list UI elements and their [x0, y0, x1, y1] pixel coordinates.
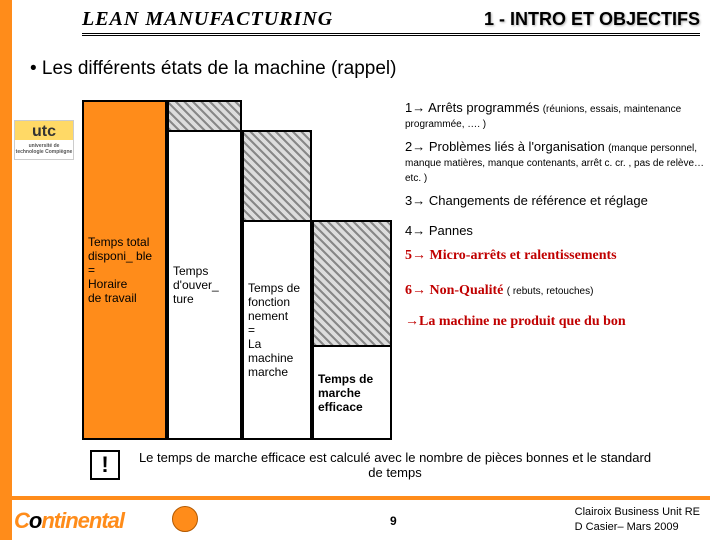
footer-line: [12, 496, 710, 500]
continental-logo: Continental: [14, 508, 124, 534]
hatch-1: [167, 100, 242, 130]
horse-logo-icon: [172, 506, 198, 532]
hatch-3: [312, 220, 392, 345]
header-title-right: 1 - INTRO ET OBJECTIFS: [484, 9, 700, 30]
footer-right: Clairoix Business Unit RE D Casier– Mars…: [575, 505, 700, 534]
box-temps-fonctionnement: Temps de fonction nement = La machine ma…: [242, 220, 312, 440]
ann-6: 6→ Non-Qualité ( rebuts, retouches): [405, 283, 705, 300]
utc-logo-sub: université de technologie Compiègne: [15, 143, 73, 155]
exclamation-text: Le temps de marche efficace est calculé …: [135, 450, 655, 480]
ann-4: 4→ Pannes: [405, 223, 705, 239]
box-temps-total: Temps total disponi_ ble = Horaire de tr…: [82, 100, 167, 440]
header: LEAN MANUFACTURING 1 - INTRO ET OBJECTIF…: [82, 8, 700, 36]
utc-logo-text: utc: [15, 121, 73, 143]
box-temps-marche-efficace: Temps de marche efficace: [312, 345, 392, 440]
ann-2: 2→ Problèmes liés à l'organisation (manq…: [405, 139, 705, 185]
hatch-2: [242, 130, 312, 220]
bullet-title: • Les différents états de la machine (ra…: [30, 58, 396, 80]
utc-logo: utc université de technologie Compiègne: [14, 120, 74, 160]
ann-final: →La machine ne produit que du bon: [405, 314, 705, 330]
ann-5: 5→ Micro-arrêts et ralentissements: [405, 248, 705, 265]
left-stripe: [0, 0, 12, 540]
box-temps-ouverture: Temps d'ouver_ ture: [167, 130, 242, 440]
page-number: 9: [390, 514, 397, 528]
annotations: 1→ Arrêts programmés (réunions, essais, …: [405, 100, 705, 338]
cascade-diagram: Temps total disponi_ ble = Horaire de tr…: [82, 100, 397, 440]
ann-1: 1→ Arrêts programmés (réunions, essais, …: [405, 100, 705, 131]
ann-3: 3→ Changements de référence et réglage: [405, 193, 705, 209]
header-title-left: LEAN MANUFACTURING: [82, 8, 333, 31]
exclamation-box: !: [90, 450, 120, 480]
